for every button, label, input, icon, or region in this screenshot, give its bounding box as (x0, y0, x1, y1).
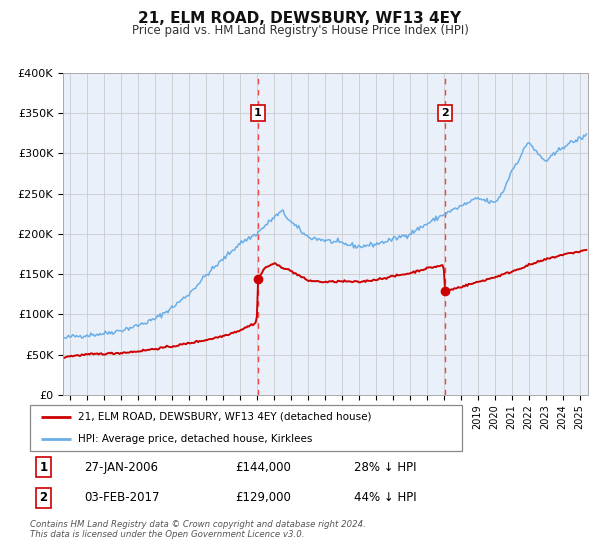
Text: Contains HM Land Registry data © Crown copyright and database right 2024.: Contains HM Land Registry data © Crown c… (30, 520, 366, 529)
Text: This data is licensed under the Open Government Licence v3.0.: This data is licensed under the Open Gov… (30, 530, 305, 539)
Text: 28% ↓ HPI: 28% ↓ HPI (354, 461, 416, 474)
Text: 1: 1 (254, 108, 262, 118)
Text: Price paid vs. HM Land Registry's House Price Index (HPI): Price paid vs. HM Land Registry's House … (131, 24, 469, 37)
Text: 21, ELM ROAD, DEWSBURY, WF13 4EY: 21, ELM ROAD, DEWSBURY, WF13 4EY (139, 11, 461, 26)
Text: £129,000: £129,000 (235, 492, 291, 505)
Text: 03-FEB-2017: 03-FEB-2017 (84, 492, 160, 505)
Text: 27-JAN-2006: 27-JAN-2006 (84, 461, 158, 474)
Text: 2: 2 (441, 108, 449, 118)
FancyBboxPatch shape (30, 405, 462, 451)
Text: 2: 2 (40, 492, 47, 505)
Text: HPI: Average price, detached house, Kirklees: HPI: Average price, detached house, Kirk… (77, 434, 312, 444)
Text: £144,000: £144,000 (235, 461, 291, 474)
Text: 1: 1 (40, 461, 47, 474)
Text: 21, ELM ROAD, DEWSBURY, WF13 4EY (detached house): 21, ELM ROAD, DEWSBURY, WF13 4EY (detach… (77, 412, 371, 422)
Text: 44% ↓ HPI: 44% ↓ HPI (354, 492, 416, 505)
